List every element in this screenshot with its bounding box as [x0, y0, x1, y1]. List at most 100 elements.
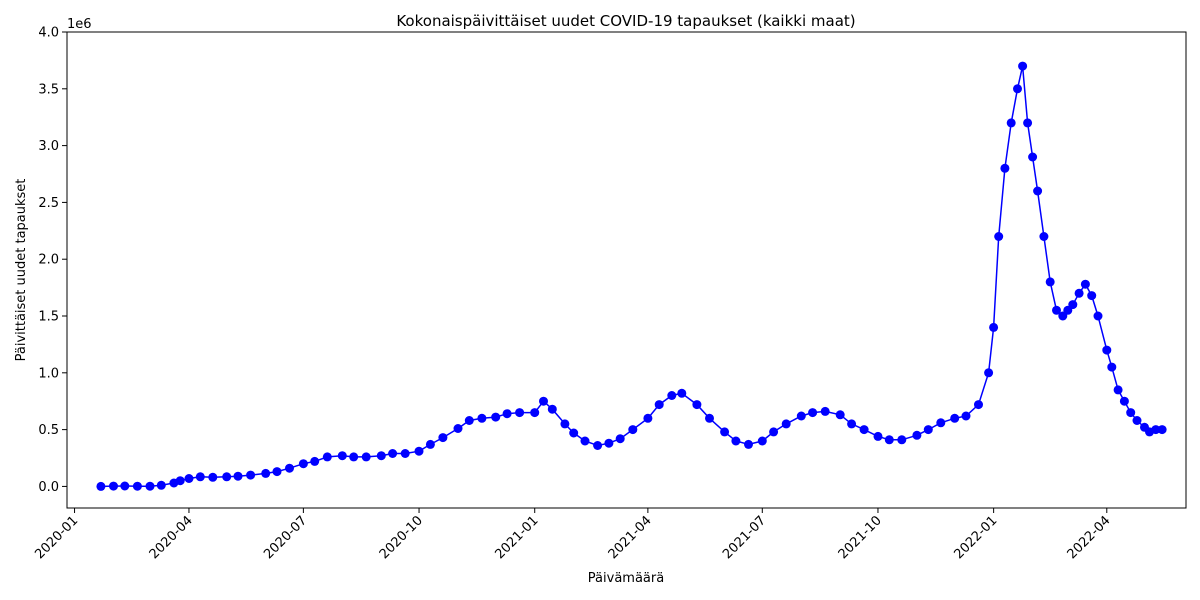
y-tick-label: 2.5 — [38, 196, 59, 211]
data-point — [835, 410, 845, 420]
data-point — [961, 411, 971, 421]
y-tick-label: 1.0 — [38, 366, 59, 381]
data-point — [96, 481, 106, 491]
data-point — [1080, 279, 1090, 289]
data-point — [502, 409, 512, 419]
data-point — [109, 481, 118, 491]
data-point — [1126, 408, 1136, 418]
data-point — [989, 322, 999, 332]
data-point — [1107, 362, 1117, 372]
data-point — [744, 439, 753, 449]
data-point — [400, 449, 410, 458]
data-point — [569, 428, 579, 438]
data-point — [1018, 61, 1028, 71]
data-point — [349, 452, 359, 462]
data-point — [560, 419, 570, 429]
data-point — [1157, 425, 1167, 435]
data-point — [298, 459, 308, 469]
data-point — [1006, 118, 1016, 128]
data-point — [873, 431, 883, 441]
data-point — [1013, 84, 1022, 94]
data-point — [1102, 345, 1112, 355]
data-point — [272, 467, 282, 477]
y-axis-label: Päivittäiset uudet tapaukset — [14, 179, 29, 362]
data-point — [884, 435, 894, 445]
data-point — [604, 438, 614, 448]
y-tick-label: 3.0 — [38, 139, 59, 154]
data-point — [388, 449, 398, 458]
y-tick-label: 4.0 — [38, 26, 59, 41]
data-point — [1093, 311, 1103, 321]
data-point — [285, 463, 294, 473]
data-point — [453, 424, 463, 433]
data-point — [261, 468, 271, 478]
data-point — [1119, 396, 1129, 406]
data-point — [361, 452, 371, 462]
data-point — [1000, 163, 1010, 173]
y-tick-label: 1.5 — [38, 310, 59, 325]
data-point — [974, 400, 983, 410]
data-point — [233, 471, 243, 481]
data-point — [1074, 288, 1084, 298]
data-point — [1052, 305, 1061, 315]
data-point — [677, 388, 687, 398]
data-point — [464, 416, 474, 425]
data-point — [195, 472, 205, 482]
data-point — [912, 430, 922, 440]
data-point — [984, 368, 994, 378]
data-point — [337, 451, 347, 461]
data-point — [950, 413, 960, 423]
data-point — [769, 427, 779, 437]
data-point — [1132, 416, 1142, 425]
data-point — [692, 400, 702, 410]
data-point — [1039, 232, 1049, 241]
y-tick-label: 0.5 — [38, 423, 59, 438]
data-point — [796, 411, 806, 421]
data-point — [1045, 277, 1055, 287]
y-tick-label: 3.5 — [38, 82, 59, 97]
data-point — [156, 480, 166, 490]
series-layer — [96, 61, 1167, 491]
data-point — [757, 436, 767, 446]
data-point — [491, 412, 501, 422]
data-point — [310, 456, 320, 466]
data-point — [654, 400, 664, 410]
data-point — [1087, 291, 1097, 301]
data-point — [667, 391, 677, 400]
data-point — [1033, 186, 1043, 196]
data-point — [515, 408, 525, 418]
data-point — [477, 413, 487, 423]
data-point — [781, 419, 791, 429]
data-point — [628, 425, 638, 435]
data-point — [530, 408, 540, 418]
data-point — [547, 404, 557, 414]
y-tick-label: 0.0 — [38, 480, 59, 495]
data-point — [720, 427, 730, 437]
data-point — [425, 439, 435, 449]
data-point — [1023, 118, 1033, 128]
data-point — [184, 474, 194, 483]
data-point — [820, 406, 830, 416]
y-tick-label: 2.0 — [38, 253, 59, 268]
data-point — [847, 419, 857, 429]
data-point — [246, 470, 256, 480]
data-point — [859, 425, 869, 435]
data-point — [132, 481, 142, 491]
data-point — [539, 396, 548, 406]
data-point — [936, 418, 946, 428]
data-point — [593, 441, 603, 450]
plot-frame — [66, 31, 1187, 509]
data-point — [897, 435, 907, 445]
data-point — [376, 451, 386, 461]
data-point — [1113, 385, 1123, 395]
data-point — [731, 436, 741, 446]
data-point — [222, 472, 232, 482]
data-point — [414, 446, 424, 456]
data-point — [643, 413, 653, 423]
data-point — [120, 481, 130, 491]
data-point — [994, 232, 1004, 241]
data-point — [208, 472, 218, 482]
data-point — [705, 413, 714, 423]
